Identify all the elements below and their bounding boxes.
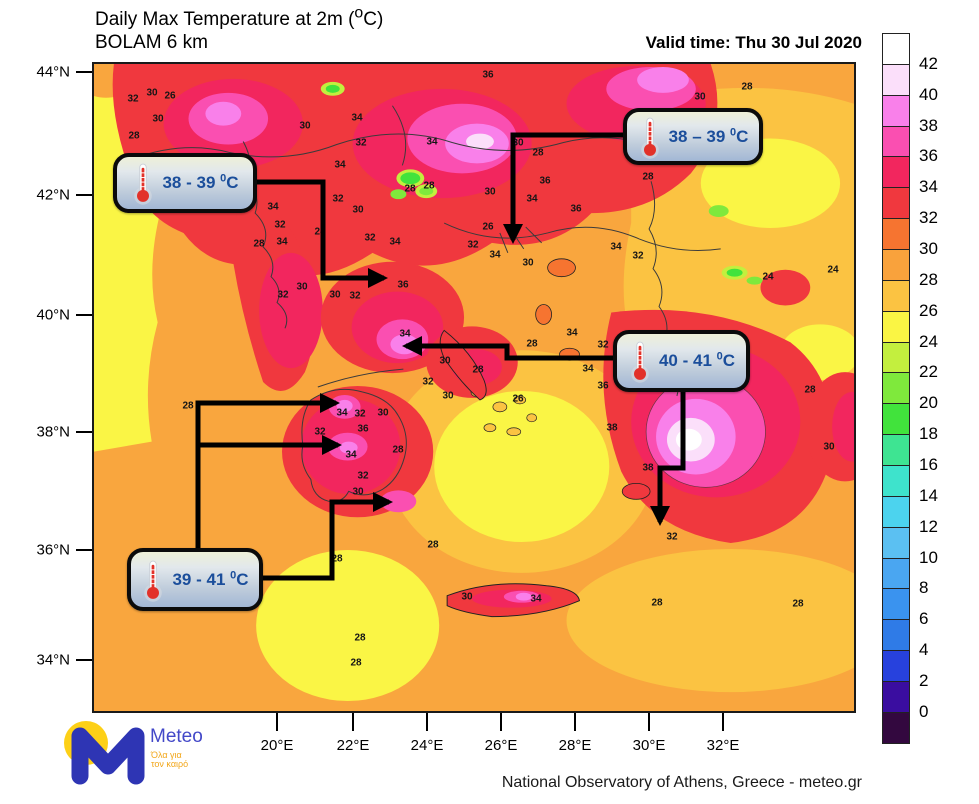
lon-tick-label: 28°E [558,737,592,754]
lat-tick-label: 34°N [36,651,70,669]
colorbar-cell [882,588,910,621]
lat-tick-label: 36°N [36,541,70,559]
lat-tick-mark [76,194,92,196]
callout-temperature-text: 40 - 41 0C [658,350,736,370]
lat-tick-label: 44°N [36,63,70,81]
lon-tick-label: 24°E [410,737,444,754]
logo-tagline: Όλα για τον καιρό [151,750,189,769]
colorbar-label: 2 [919,671,929,691]
colorbar-cell [882,403,910,436]
colorbar-cell [882,711,910,744]
logo-m-icon [71,727,145,785]
callout-temperature-text: 39 - 41 0C [172,568,249,589]
colorbar-label: 32 [919,208,938,228]
thermometer-icon [144,560,163,602]
colorbar-label: 14 [919,485,938,505]
lat-tick-mark [76,659,92,661]
lat-tick-mark [76,549,92,551]
colorbar-label: 22 [919,362,938,382]
colorbar-label: 6 [919,609,929,629]
temperature-callout: 38 – 39 0C [623,108,763,165]
lat-tick-mark [76,431,92,433]
colorbar-cell [882,33,910,65]
colorbar-cell [882,557,910,590]
colorbar-label: 38 [919,115,938,135]
colorbar-cell [882,341,910,374]
colorbar-label: 4 [919,640,929,660]
colorbar-cell [882,187,910,220]
colorbar-cell [882,372,910,405]
title-line2: BOLAM 6 km [95,32,208,53]
thermometer-icon [631,341,649,383]
colorbar-cell [882,434,910,467]
temperature-callout: 40 - 41 0C [613,330,750,392]
colorbar-label: 40 [919,84,938,104]
colorbar-label: 8 [919,578,929,598]
colorbar-label: 42 [919,53,938,73]
colorbar-cell [882,650,910,683]
lon-tick-mark [648,713,650,731]
colorbar-cell [882,249,910,281]
colorbar-label: 24 [919,331,938,351]
lon-tick-label: 32°E [706,737,740,754]
thermometer-icon [134,163,153,205]
temperature-callout: 38 - 39 0C [113,153,257,213]
lat-tick-label: 38°N [36,423,70,441]
lon-tick-mark [352,713,354,731]
colorbar-cell [882,156,910,189]
colorbar-cell [882,465,910,497]
title-line1: Daily Max Temperature at 2m (oC) [95,4,384,30]
colorbar-label: 0 [919,701,929,721]
colorbar-label: 18 [919,424,938,444]
lat-tick-label: 42°N [36,186,70,204]
lon-tick-label: 30°E [632,737,666,754]
colorbar-cell [882,310,910,343]
lon-tick-mark [500,713,502,731]
colorbar-cell [882,681,910,713]
lon-tick-label: 26°E [484,737,518,754]
colorbar-label: 10 [919,547,938,567]
logo-name: Meteo [150,726,203,747]
colorbar-label: 26 [919,300,938,320]
colorbar-cell [882,495,910,528]
temperature-callout: 39 - 41 0C [127,548,263,611]
colorbar-label: 30 [919,239,938,259]
lon-tick-mark [722,713,724,731]
lon-tick-mark [426,713,428,731]
lon-tick-mark [574,713,576,731]
colorbar-label: 12 [919,516,938,536]
lat-tick-mark [76,314,92,316]
colorbar-cell [882,526,910,559]
chart-title: Daily Max Temperature at 2m (oC) BOLAM 6… [95,4,384,54]
attribution-text: National Observatory of Athens, Greece -… [501,774,862,791]
colorbar-label: 36 [919,146,938,166]
callout-temperature-text: 38 - 39 0C [162,172,239,192]
colorbar-label: 16 [919,455,938,475]
colorbar-label: 34 [919,177,938,197]
meteo-logo: Meteo Όλα για τον καιρό [50,712,350,798]
colorbar-label: 28 [919,269,938,289]
colorbar-cell [882,63,910,96]
lat-tick-mark [76,71,92,73]
colorbar-cell [882,94,910,127]
colorbar-label: 20 [919,393,938,413]
colorbar-cell [882,218,910,251]
callout-temperature-text: 38 – 39 0C [668,125,749,146]
meteo-logo-mark [64,721,145,785]
thermometer-icon [640,117,659,159]
colorbar-cell [882,619,910,652]
lat-tick-label: 40°N [36,306,70,324]
colorbar-cell [882,125,910,158]
valid-time-label: Valid time: Thu 30 Jul 2020 [645,33,862,52]
colorbar-cell [882,279,910,312]
